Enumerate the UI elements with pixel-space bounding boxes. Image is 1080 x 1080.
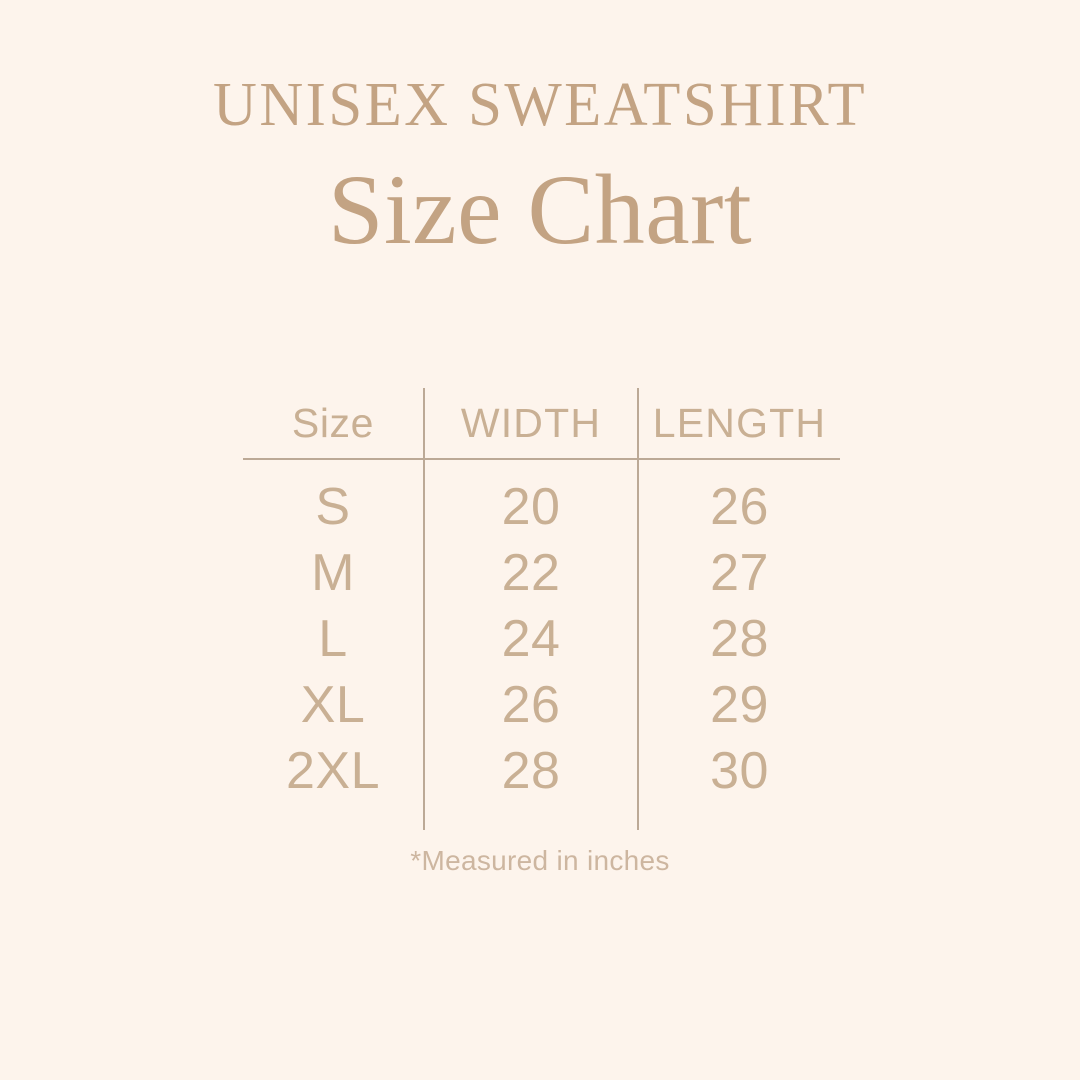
table-row: 2XL 28 30 bbox=[243, 738, 840, 830]
table-row: M 22 27 bbox=[243, 540, 840, 606]
cell-length: 26 bbox=[637, 459, 840, 540]
page-subtitle: Size Chart bbox=[327, 154, 753, 265]
cell-size: XL bbox=[300, 676, 366, 734]
table-row: S 20 26 bbox=[243, 459, 840, 540]
cell-width: 20 bbox=[423, 459, 638, 540]
size-table-body: S 20 26 M 22 27 L 24 28 XL 26 29 bbox=[243, 459, 840, 830]
column-header-size: Size bbox=[243, 388, 424, 460]
table-row: XL 26 29 bbox=[243, 672, 840, 738]
cell-size: M bbox=[311, 544, 355, 602]
column-header-length: LENGTH bbox=[637, 388, 840, 460]
cell-width: 24 bbox=[423, 606, 638, 672]
column-header-width: WIDTH bbox=[423, 388, 638, 460]
measurement-footnote: *Measured in inches bbox=[410, 845, 670, 876]
cell-size: L bbox=[318, 610, 348, 668]
cell-length: 28 bbox=[637, 606, 840, 672]
size-table: Size WIDTH LENGTH S 20 26 M 22 27 L bbox=[243, 388, 840, 830]
cell-width: 26 bbox=[423, 672, 638, 738]
table-row: L 24 28 bbox=[243, 606, 840, 672]
cell-size: 2XL bbox=[285, 742, 381, 800]
cell-length: 29 bbox=[637, 672, 840, 738]
size-table-head: Size WIDTH LENGTH bbox=[243, 388, 840, 460]
heading-block: UNISEX SWEATSHIRT Size Chart bbox=[0, 74, 1080, 260]
cell-width: 22 bbox=[423, 540, 638, 606]
size-table-container: Size WIDTH LENGTH S 20 26 M 22 27 L bbox=[243, 388, 840, 830]
cell-size: S bbox=[315, 478, 351, 536]
page-title: UNISEX SWEATSHIRT bbox=[212, 71, 868, 139]
table-header-row: Size WIDTH LENGTH bbox=[243, 388, 840, 460]
cell-length: 30 bbox=[637, 738, 840, 830]
cell-width: 28 bbox=[423, 738, 638, 830]
cell-length: 27 bbox=[637, 540, 840, 606]
